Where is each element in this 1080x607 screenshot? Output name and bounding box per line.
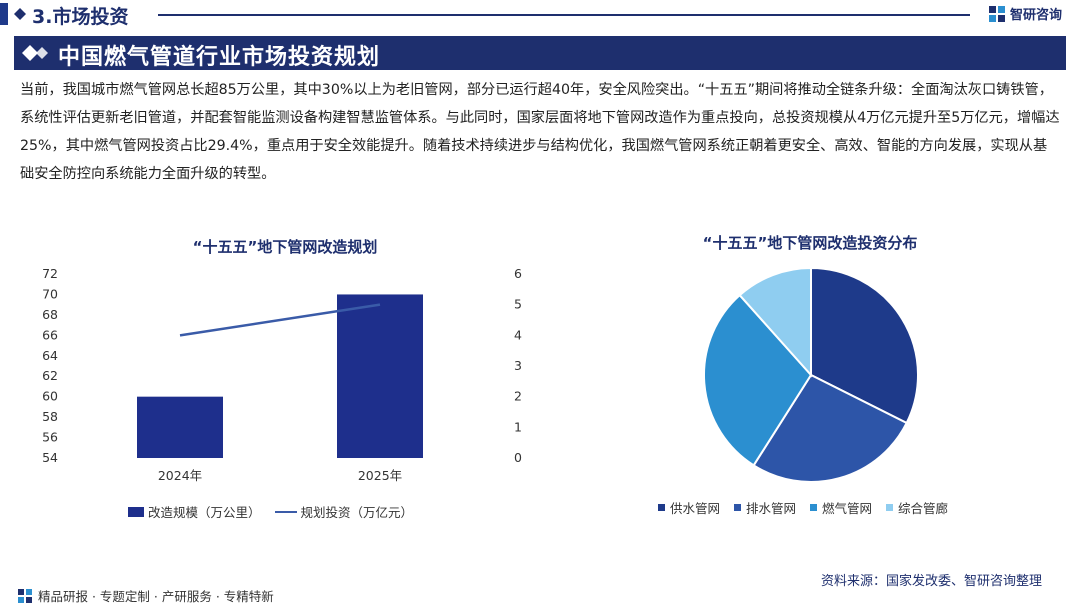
y-tick-label: 62	[42, 368, 58, 383]
y-tick-label: 54	[42, 450, 58, 465]
brand-logo: 智研咨询	[988, 4, 1062, 23]
pie-slice-0	[810, 266, 919, 425]
bar-chart-legend: 改造规模（万公里） 规划投资（万亿元）	[128, 502, 427, 521]
y2-tick-label: 6	[514, 266, 522, 281]
y-tick-label: 68	[42, 307, 58, 322]
legend-swatch	[810, 504, 818, 511]
y2-tick-label: 0	[514, 450, 522, 465]
legend-swatch	[734, 504, 742, 511]
double-diamond-icon	[22, 45, 48, 61]
pie-chart	[703, 266, 919, 483]
legend-label: 燃气管网	[822, 501, 873, 516]
bar-2024年	[137, 396, 223, 458]
pie-slice-3	[738, 266, 812, 378]
investment-line	[179, 303, 381, 337]
bar-2025年	[337, 294, 423, 458]
legend-label: 排水管网	[746, 501, 797, 516]
y2-tick-label: 4	[514, 327, 522, 342]
legend-item-line: 规划投资（万亿元）	[274, 502, 414, 521]
y-tick-label: 60	[42, 389, 58, 404]
zhiyan-logo-icon	[989, 5, 1005, 22]
header-bar: 3.市场投资 智研咨询	[0, 0, 1080, 30]
zhiyan-small-logo-icon	[18, 588, 32, 603]
legend-label: 供水管网	[670, 501, 721, 516]
diamond-icon	[14, 8, 26, 20]
y2-tick-label: 5	[514, 297, 522, 312]
y-tick-label: 72	[42, 266, 58, 281]
legend-item-bar: 改造规模（万公里）	[128, 502, 261, 521]
pie-legend-item: 排水管网	[734, 498, 796, 517]
section-title: 3.市场投资	[32, 6, 129, 28]
footer-text: 精品研报 · 专题定制 · 产研服务 · 专精特新	[38, 589, 274, 604]
pie-slice-2	[703, 293, 813, 467]
y2-tick-label: 1	[514, 419, 522, 434]
y-tick-label: 56	[42, 430, 58, 445]
title-banner: 中国燃气管道行业市场投资规划	[14, 36, 1066, 70]
legend-label-bar: 改造规模（万公里）	[148, 505, 261, 520]
pie-chart-legend: 供水管网 排水管网 燃气管网 综合管廊	[658, 498, 962, 517]
header-divider	[158, 14, 970, 16]
header-accent-block	[0, 3, 8, 25]
data-source: 资料来源：国家发改委、智研咨询整理	[820, 574, 1042, 589]
footer-tagline: 精品研报 · 专题定制 · 产研服务 · 专精特新	[18, 586, 274, 605]
bar-chart-title: “十五五”地下管网改造规划	[192, 238, 378, 256]
page-title: 中国燃气管道行业市场投资规划	[58, 45, 381, 70]
x-tick-label: 2024年	[158, 468, 202, 483]
pie-chart-title: “十五五”地下管网改造投资分布	[702, 234, 918, 252]
pie-legend-item: 综合管廊	[886, 498, 948, 517]
legend-swatch	[886, 504, 894, 511]
y-tick-label: 64	[42, 348, 58, 363]
legend-swatch-bar	[128, 506, 144, 517]
legend-label-line: 规划投资（万亿元）	[300, 505, 414, 520]
y2-tick-label: 2	[514, 389, 522, 404]
legend-swatch-line	[274, 510, 297, 513]
logo-text: 智研咨询	[1010, 8, 1063, 23]
legend-swatch	[658, 504, 665, 511]
y-tick-label: 58	[42, 409, 58, 424]
pie-slice-1	[752, 373, 908, 483]
pie-legend-item: 供水管网	[658, 498, 720, 517]
y-tick-label: 66	[42, 327, 58, 342]
intro-paragraph: 当前，我国城市燃气管网总长超85万公里，其中30%以上为老旧管网，部分已运行超4…	[20, 82, 1060, 182]
y2-tick-label: 3	[514, 358, 522, 373]
x-tick-label: 2025年	[358, 468, 402, 483]
y-tick-label: 70	[42, 286, 58, 301]
legend-label: 综合管廊	[898, 501, 949, 516]
pie-legend-item: 燃气管网	[810, 498, 872, 517]
